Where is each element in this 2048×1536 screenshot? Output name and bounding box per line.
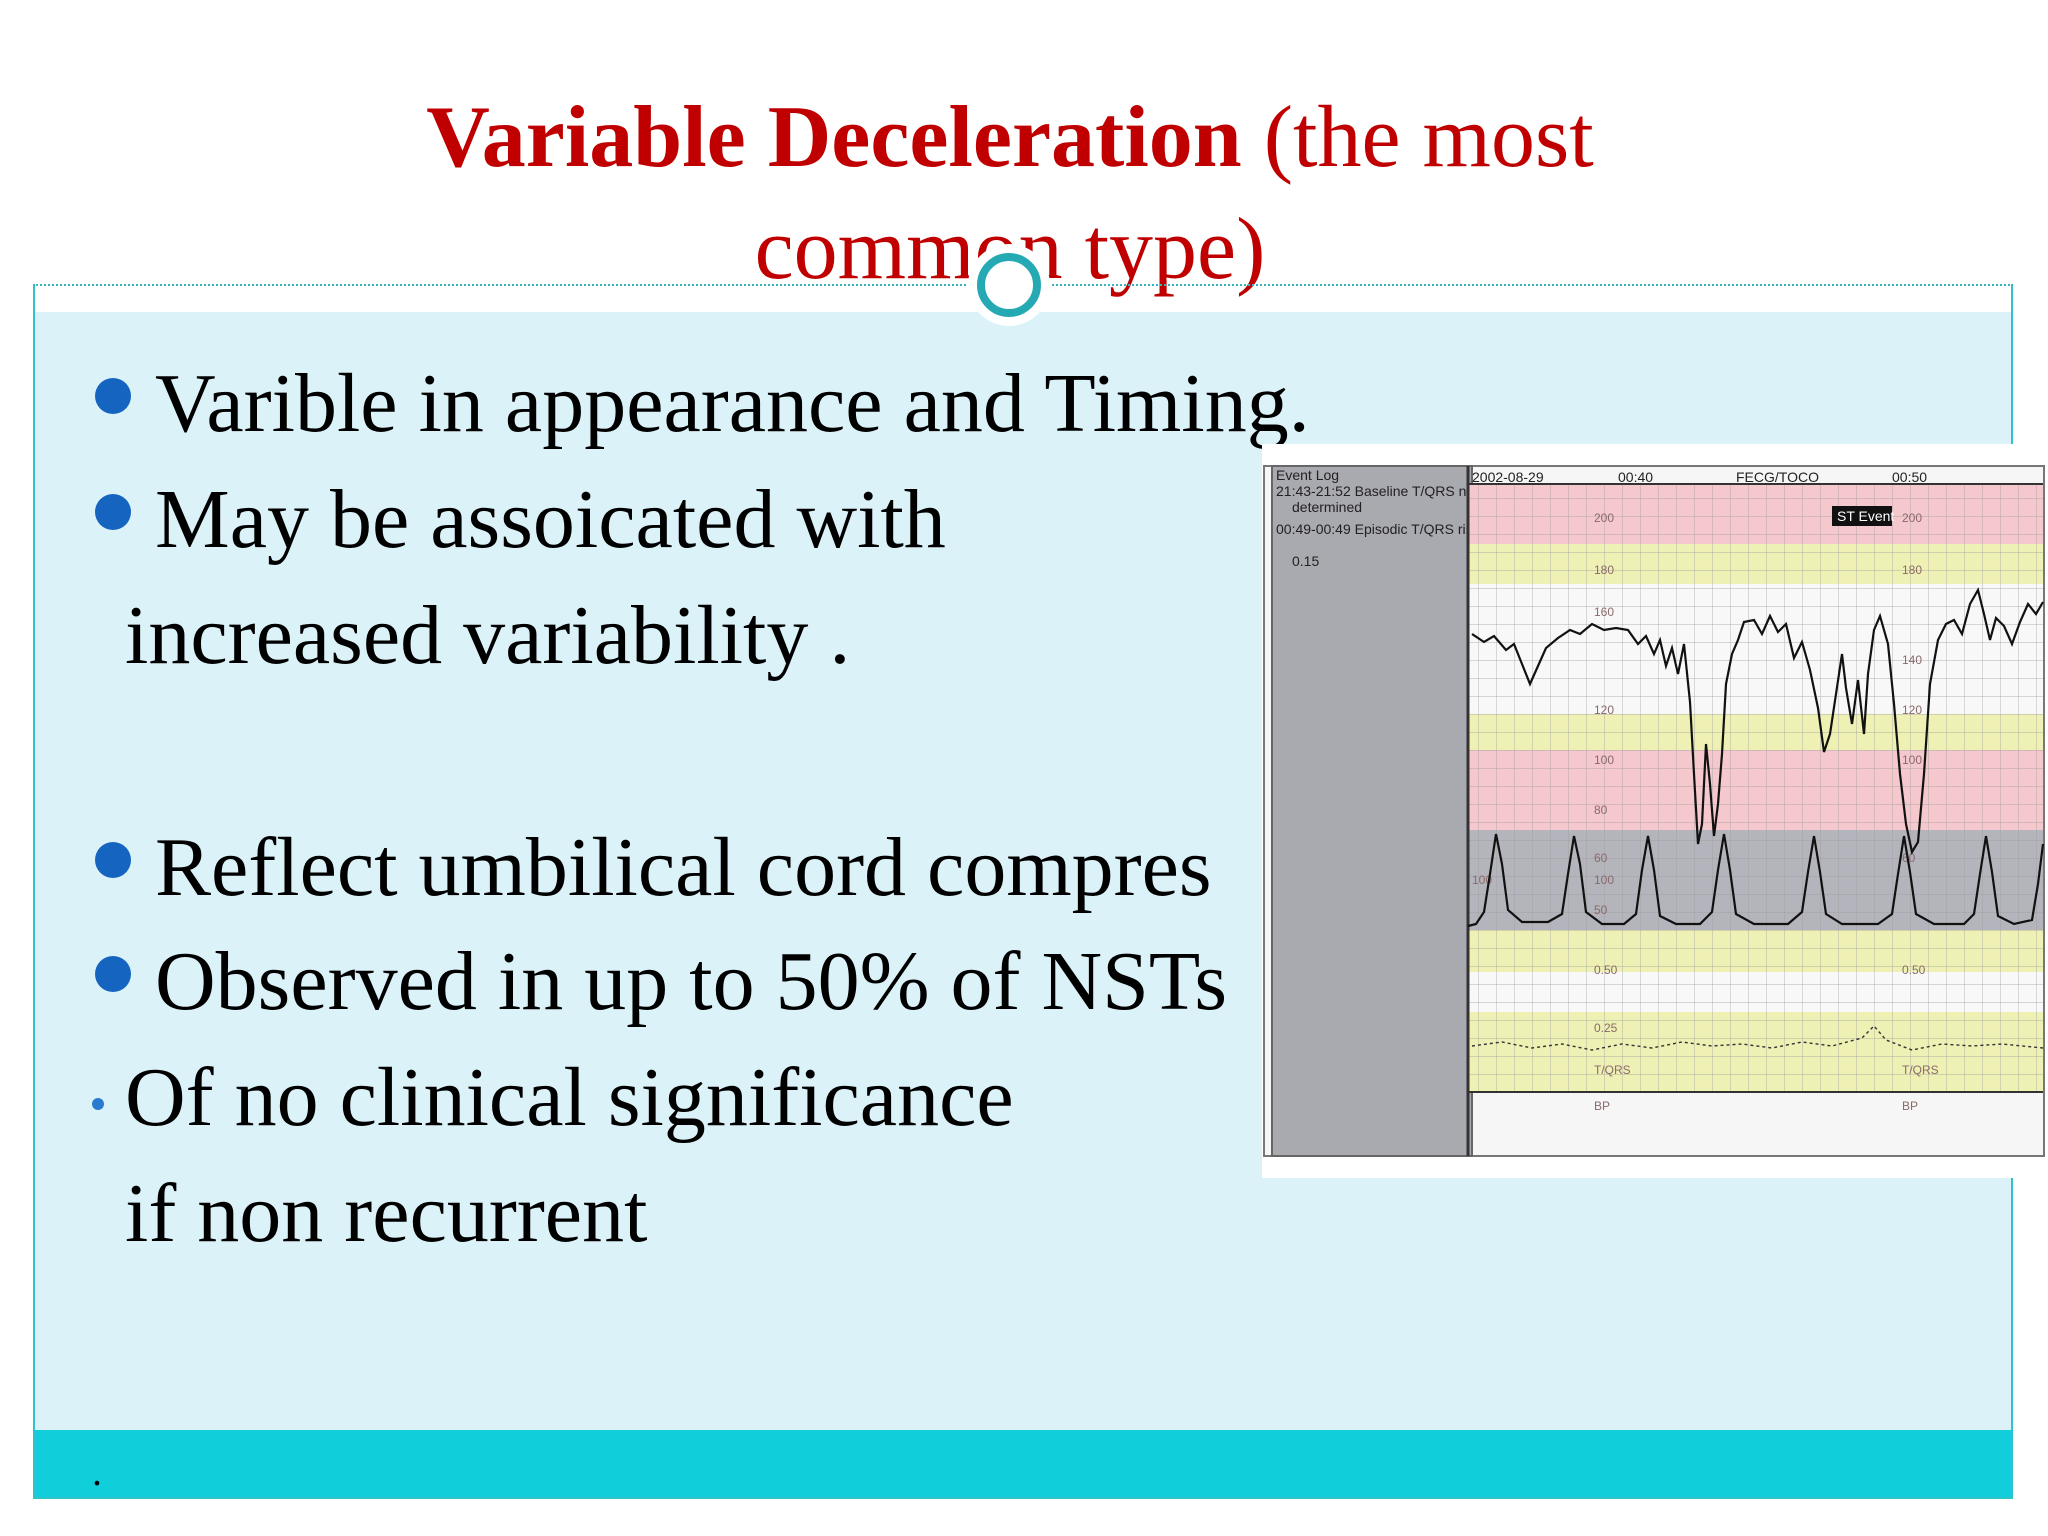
toco-tick: 100 [1472,873,1492,887]
trace-date: 2002-08-29 [1472,469,1544,485]
tqrs-tick: 0.25 [1594,1021,1618,1035]
toco-trace-line [1467,833,2045,928]
fhr-tick: 180 [1594,563,1614,577]
bullet-text-variability: increased variability . [125,589,851,682]
event-log-line: 0.15 [1292,553,1319,569]
fhr-tick: 120 [1902,703,1922,717]
ctg-trace-image: Event Log 21:43-21:52 Baseline T/QRS not… [1262,444,2048,1178]
st-event-label: ST Event [1837,508,1894,524]
bullet-text-significance: Of no clinical significance [125,1051,1014,1144]
channel-label: FECG/TOCO [1736,469,1819,485]
circle-ornament [968,244,1050,326]
fhr-trace-line [1471,587,2044,855]
bullet-text-nsts: Observed in up to 50% of NSTs [155,935,1228,1028]
toco-tick: 50 [1594,903,1608,917]
event-log-line: determined [1292,499,1362,515]
event-log-title: Event Log [1276,467,1339,483]
fhr-tick: 100 [1594,753,1614,767]
st-event-badge [1832,506,1892,526]
tqrs-tick: 0.50 [1902,963,1926,977]
title-bold-text: Variable Deceleration [426,89,1242,186]
bp-label: BP [1594,1099,1610,1113]
fhr-tick: 200 [1902,511,1922,525]
footer-band [35,1430,2011,1497]
fhr-tick: 60 [1594,851,1608,865]
fhr-tick: 100 [1902,753,1922,767]
ctg-trace-svg: Event Log 21:43-21:52 Baseline T/QRS not… [1263,465,2045,1157]
bp-label: BP [1902,1099,1918,1113]
title-rest-text: (the most [1241,89,1594,186]
bullet-dot [95,956,131,992]
bullet-dot [95,494,131,530]
slide-title: Variable Deceleration (the most common ty… [120,82,1900,306]
fhr-tick: 120 [1594,703,1614,717]
bullet-text-associated: May be assoicated with [155,473,946,566]
fhr-tick: 80 [1594,803,1608,817]
time-mark: 00:40 [1618,469,1653,485]
toco-tick: 100 [1594,873,1614,887]
fhr-tick: 60 [1902,851,1916,865]
fhr-tick: 160 [1594,605,1614,619]
fhr-tick: 140 [1902,653,1922,667]
tqrs-tick: 0.50 [1594,963,1618,977]
event-log-panel [1271,465,1473,1157]
time-mark: 00:50 [1892,469,1927,485]
event-log-line: 21:43-21:52 Baseline T/QRS not [1276,483,1478,499]
bullet-dot [95,378,131,414]
bullet-text-recurrent: if non recurrent [125,1167,648,1260]
bullet-text-appearance: Varible in appearance and Timing. [155,357,1310,450]
tqrs-label: T/QRS [1594,1063,1631,1077]
fhr-tick: 180 [1902,563,1922,577]
bullet-dot-small [92,1098,104,1110]
footer-dot: . [92,1449,102,1494]
fhr-tick: 200 [1594,511,1614,525]
event-log-line: 00:49-00:49 Episodic T/QRS rise [1276,521,1481,537]
title-area [33,35,2013,285]
tqrs-label: T/QRS [1902,1063,1939,1077]
chart-grid [1468,484,2043,1092]
bullet-text-cord-compression: Reflect umbilical cord compres [155,821,1212,914]
bullet-dot [95,842,131,878]
